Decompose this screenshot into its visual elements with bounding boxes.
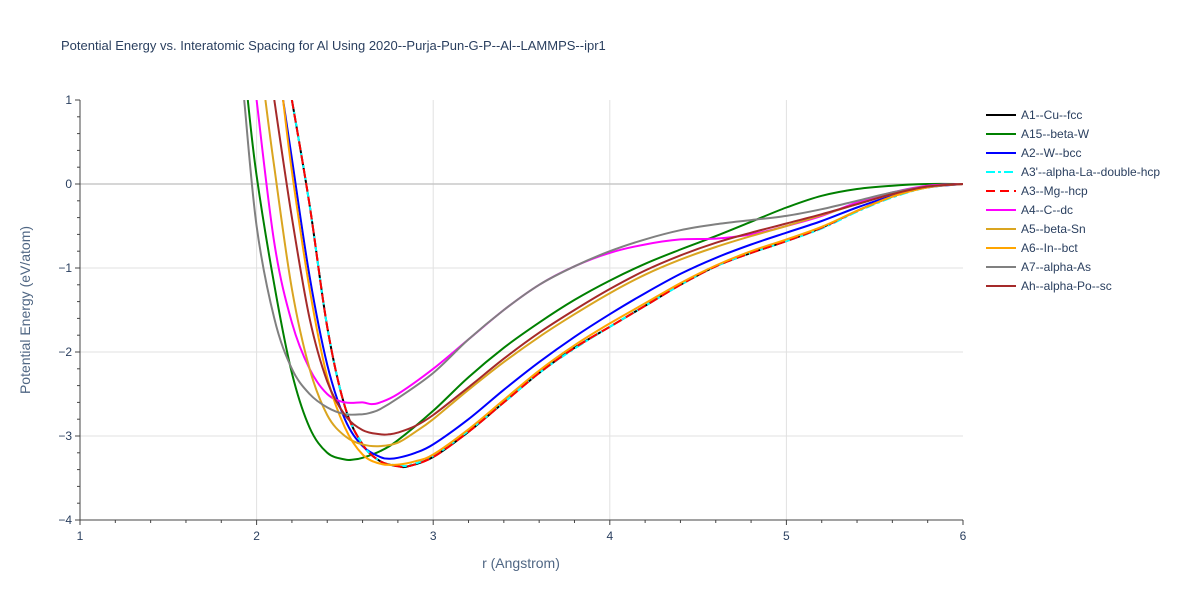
- y-tick-label: −1: [58, 261, 72, 275]
- legend-label: Ah--alpha-Po--sc: [1021, 279, 1112, 293]
- x-tick-label: 4: [606, 529, 613, 543]
- legend-item-a5-beta-sn[interactable]: A5--beta-Sn: [986, 222, 1086, 236]
- legend-label: A1--Cu--fcc: [1021, 108, 1082, 122]
- legend-item-a3-alpha-la-double-hcp[interactable]: A3'--alpha-La--double-hcp: [986, 165, 1160, 179]
- x-tick-label: 2: [253, 529, 260, 543]
- legend[interactable]: A1--Cu--fcc A15--beta-W A2--W--bcc A3'--alp…: [986, 108, 1160, 293]
- chart-title: Potential Energy vs. Interatomic Spacing…: [61, 38, 606, 53]
- series-line-ah-alpha-po-sc: [273, 100, 963, 436]
- grid-layer: [80, 100, 963, 520]
- legend-label: A3'--alpha-La--double-hcp: [1021, 165, 1160, 179]
- legend-item-a6-in-bct[interactable]: A6--In--bct: [986, 241, 1078, 255]
- legend-label: A7--alpha-As: [1021, 260, 1091, 274]
- legend-label: A4--C--dc: [1021, 203, 1073, 217]
- series-line-a6-in-bct: [282, 100, 963, 466]
- series-layer: [243, 100, 963, 469]
- y-tick-label: −4: [58, 513, 72, 527]
- x-tick-label: 6: [960, 529, 967, 543]
- series-line-a5-beta-sn: [264, 100, 963, 448]
- legend-item-a3-mg-hcp[interactable]: A3--Mg--hcp: [986, 184, 1088, 198]
- x-axis-title: r (Angstrom): [482, 555, 560, 571]
- legend-label: A2--W--bcc: [1021, 146, 1081, 160]
- legend-item-a7-alpha-as[interactable]: A7--alpha-As: [986, 260, 1091, 274]
- y-tick-label: 0: [65, 177, 72, 191]
- legend-item-a4-c-dc[interactable]: A4--C--dc: [986, 203, 1073, 217]
- legend-label: A3--Mg--hcp: [1021, 184, 1088, 198]
- legend-label: A5--beta-Sn: [1021, 222, 1086, 236]
- legend-label: A15--beta-W: [1021, 127, 1090, 141]
- x-tick-label: 3: [430, 529, 437, 543]
- y-axis-title: Potential Energy (eV/atom): [17, 226, 33, 394]
- x-tick-label: 5: [783, 529, 790, 543]
- legend-item-a15-beta-w[interactable]: A15--beta-W: [986, 127, 1090, 141]
- legend-item-a2-w-bcc[interactable]: A2--W--bcc: [986, 146, 1081, 160]
- x-tick-label: 1: [77, 529, 84, 543]
- axis-layer: 1 2 3 4 5 6 1 0 −1 −2 −3 −4: [58, 93, 966, 543]
- legend-item-a1-cu-fcc[interactable]: A1--Cu--fcc: [986, 108, 1082, 122]
- series-line-a7-alpha-as: [243, 100, 963, 416]
- y-tick-label: 1: [65, 93, 72, 107]
- legend-item-ah-alpha-po-sc[interactable]: Ah--alpha-Po--sc: [986, 279, 1112, 293]
- series-line-a15-beta-w: [246, 100, 963, 462]
- legend-label: A6--In--bct: [1021, 241, 1078, 255]
- y-tick-label: −2: [58, 345, 72, 359]
- y-tick-label: −3: [58, 429, 72, 443]
